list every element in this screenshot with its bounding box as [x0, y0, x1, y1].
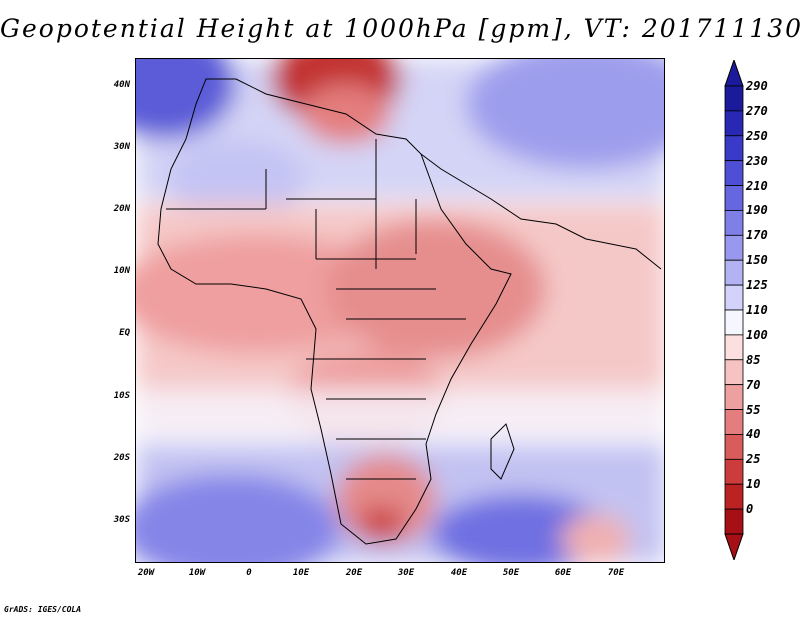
colorbar-bottom-arrow — [724, 533, 744, 560]
colorbar-swatch — [724, 508, 744, 535]
colorbar-level-label: 70 — [746, 377, 761, 392]
colorbar-top-arrow — [724, 60, 744, 87]
colorbar-level-label: 250 — [746, 128, 768, 143]
colorbar-swatch — [724, 434, 744, 460]
lat-label-20s: 20S — [113, 453, 130, 463]
lon-label-20e: 20E — [345, 568, 363, 578]
colorbar — [724, 60, 744, 560]
colorbar-swatch — [724, 234, 744, 261]
colorbar-swatch — [724, 409, 744, 435]
grads-credit: GrADS: IGES/COLA — [4, 605, 82, 614]
colorbar-level-label: 25 — [746, 452, 761, 467]
lat-label-40n: 40N — [113, 80, 130, 90]
lon-label-10w: 10W — [188, 568, 206, 578]
colorbar-level-label: 290 — [746, 79, 768, 93]
coastlines — [157, 78, 662, 545]
colorbar-level-label: 210 — [746, 178, 768, 193]
lat-label-10n: 10N — [113, 266, 130, 276]
lat-label-30s: 30S — [113, 515, 130, 525]
geopotential-field — [136, 59, 664, 562]
lon-label-50e: 50E — [502, 568, 520, 578]
lon-label-20w: 20W — [137, 568, 155, 578]
colorbar-swatch — [724, 185, 744, 211]
lat-label-30n: 30N — [113, 142, 130, 152]
colorbar-swatch — [724, 483, 744, 510]
lon-label-30e: 30E — [397, 568, 415, 578]
colorbar-swatch — [724, 458, 744, 485]
colorbar-level-label: 170 — [746, 228, 768, 243]
colorbar-swatch — [724, 85, 744, 112]
lon-label-0: 0 — [246, 568, 252, 578]
colorbar-swatch — [724, 334, 744, 361]
colorbar-level-label: 100 — [746, 327, 768, 342]
map-panel — [135, 58, 665, 563]
colorbar-swatch — [724, 384, 744, 410]
colorbar-swatch — [724, 259, 744, 286]
colorbar-level-label: 270 — [746, 103, 768, 118]
lon-label-60e: 60E — [554, 568, 572, 578]
colorbar-swatch — [724, 135, 744, 162]
colorbar-level-label: 230 — [746, 153, 768, 168]
field-shading — [136, 59, 664, 562]
colorbar-swatch — [724, 284, 744, 311]
lon-label-10e: 10E — [292, 568, 310, 578]
colorbar-swatch — [724, 359, 744, 386]
colorbar-level-label: 10 — [746, 477, 761, 492]
lat-label-eq: EQ — [119, 328, 130, 338]
lat-label-10s: 10S — [113, 391, 130, 401]
colorbar-level-label: 85 — [746, 352, 761, 367]
colorbar-level-label: 110 — [746, 303, 768, 317]
lat-label-20n: 20N — [113, 204, 130, 214]
colorbar-swatch — [724, 160, 744, 186]
colorbar-swatch — [724, 210, 744, 236]
colorbar-level-label: 55 — [746, 402, 761, 417]
colorbar-level-label: 40 — [746, 427, 761, 442]
colorbar-level-label: 0 — [746, 502, 754, 517]
colorbar-level-label: 150 — [746, 253, 768, 268]
colorbar-level-label: 125 — [746, 278, 768, 293]
lon-label-40e: 40E — [450, 568, 468, 578]
lon-label-70e: 70E — [607, 568, 625, 578]
colorbar-swatch — [724, 309, 744, 336]
colorbar-level-label: 190 — [746, 203, 768, 218]
map-title: Geopotential Height at 1000hPa [gpm], VT… — [0, 14, 800, 43]
colorbar-swatch — [724, 110, 744, 137]
